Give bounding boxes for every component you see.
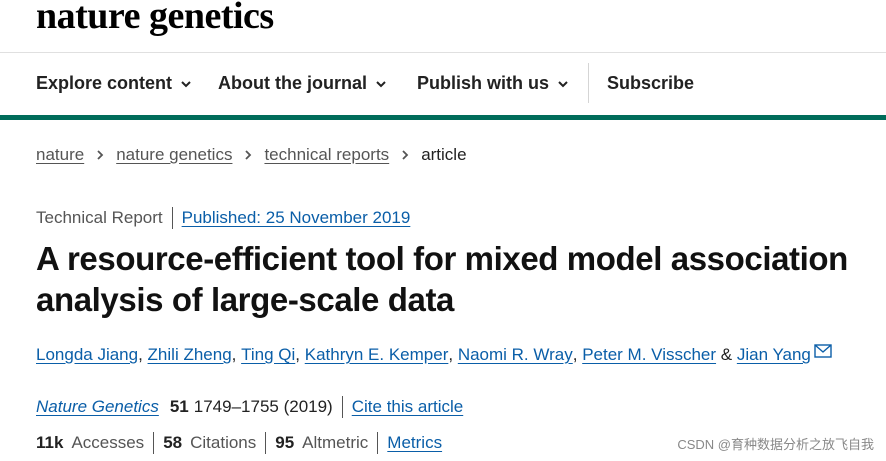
breadcrumb-nature-genetics[interactable]: nature genetics bbox=[116, 145, 233, 164]
nav-about-journal[interactable]: About the journal bbox=[218, 73, 387, 94]
chevron-right-icon bbox=[402, 150, 409, 160]
altmetric-label: Altmetric bbox=[302, 433, 369, 452]
article-metrics: 11k Accesses 58 Citations 95 Altmetric M… bbox=[36, 432, 442, 454]
author-link[interactable]: Ting Qi bbox=[241, 345, 296, 364]
author-separator: , bbox=[138, 345, 148, 364]
citations-count: 58 bbox=[163, 433, 183, 452]
citations-label: Citations bbox=[190, 433, 257, 452]
nav-about-journal-label: About the journal bbox=[218, 73, 367, 93]
nav-explore-content[interactable]: Explore content bbox=[36, 73, 192, 94]
main-nav: Explore content About the journal Publis… bbox=[0, 53, 886, 115]
nav-explore-content-label: Explore content bbox=[36, 73, 173, 93]
volume: 51 bbox=[169, 397, 189, 416]
chevron-down-icon bbox=[181, 80, 191, 87]
mail-icon[interactable] bbox=[814, 344, 832, 358]
author-link[interactable]: Zhili Zheng bbox=[147, 345, 232, 364]
chevron-right-icon bbox=[97, 150, 104, 160]
published-date-link[interactable]: Published: 25 November 2019 bbox=[181, 208, 411, 227]
altmetric-score: 95 bbox=[275, 433, 295, 452]
watermark: CSDN @育种数据分析之放飞自我 bbox=[677, 437, 874, 452]
breadcrumb: nature nature genetics technical reports… bbox=[36, 145, 467, 165]
pages-year: 1749–1755 (2019) bbox=[193, 397, 333, 416]
accesses-label: Accesses bbox=[71, 433, 145, 452]
nav-divider bbox=[588, 63, 589, 103]
citation-divider bbox=[341, 396, 343, 418]
chevron-down-icon bbox=[376, 80, 386, 87]
citation-line: Nature Genetics 51 1749–1755 (2019) Cite… bbox=[36, 396, 463, 418]
metrics-divider bbox=[377, 432, 379, 454]
article-type: Technical Report bbox=[36, 208, 163, 227]
accent-bar bbox=[0, 115, 886, 120]
breadcrumb-current: article bbox=[421, 145, 467, 164]
site-logo[interactable]: nature genetics bbox=[36, 0, 274, 37]
subscribe-link[interactable]: Subscribe bbox=[607, 73, 695, 93]
nav-publish-with-us-label: Publish with us bbox=[417, 73, 550, 93]
author-link[interactable]: Longda Jiang bbox=[36, 345, 139, 364]
author-link[interactable]: Kathryn E. Kemper bbox=[304, 345, 449, 364]
article-title: A resource-efficient tool for mixed mode… bbox=[36, 240, 848, 318]
accesses-count: 11k bbox=[36, 433, 64, 452]
author-link[interactable]: Peter M. Visscher bbox=[582, 345, 717, 364]
breadcrumb-technical-reports[interactable]: technical reports bbox=[264, 145, 390, 164]
chevron-right-icon bbox=[245, 150, 252, 160]
author-separator: , bbox=[231, 345, 242, 364]
author-last-separator: & bbox=[716, 345, 737, 364]
author-link[interactable]: Naomi R. Wray bbox=[457, 345, 573, 364]
header-divider bbox=[0, 52, 886, 53]
breadcrumb-nature[interactable]: nature bbox=[36, 145, 85, 164]
meta-divider bbox=[171, 207, 173, 229]
metrics-divider bbox=[153, 432, 155, 454]
journal-link[interactable]: Nature Genetics bbox=[36, 397, 159, 416]
author-separator: , bbox=[295, 345, 305, 364]
metrics-link[interactable]: Metrics bbox=[387, 433, 443, 452]
article-meta: Technical Report Published: 25 November … bbox=[36, 207, 410, 229]
metrics-divider bbox=[265, 432, 267, 454]
nav-publish-with-us[interactable]: Publish with us bbox=[417, 73, 569, 94]
author-separator: , bbox=[448, 345, 458, 364]
cite-article-link[interactable]: Cite this article bbox=[351, 397, 464, 416]
author-list: Longda Jiang , Zhili Zheng , Ting Qi , K… bbox=[36, 344, 832, 365]
author-link[interactable]: Jian Yang bbox=[736, 345, 811, 364]
author-separator: , bbox=[572, 345, 583, 364]
chevron-down-icon bbox=[558, 80, 568, 87]
